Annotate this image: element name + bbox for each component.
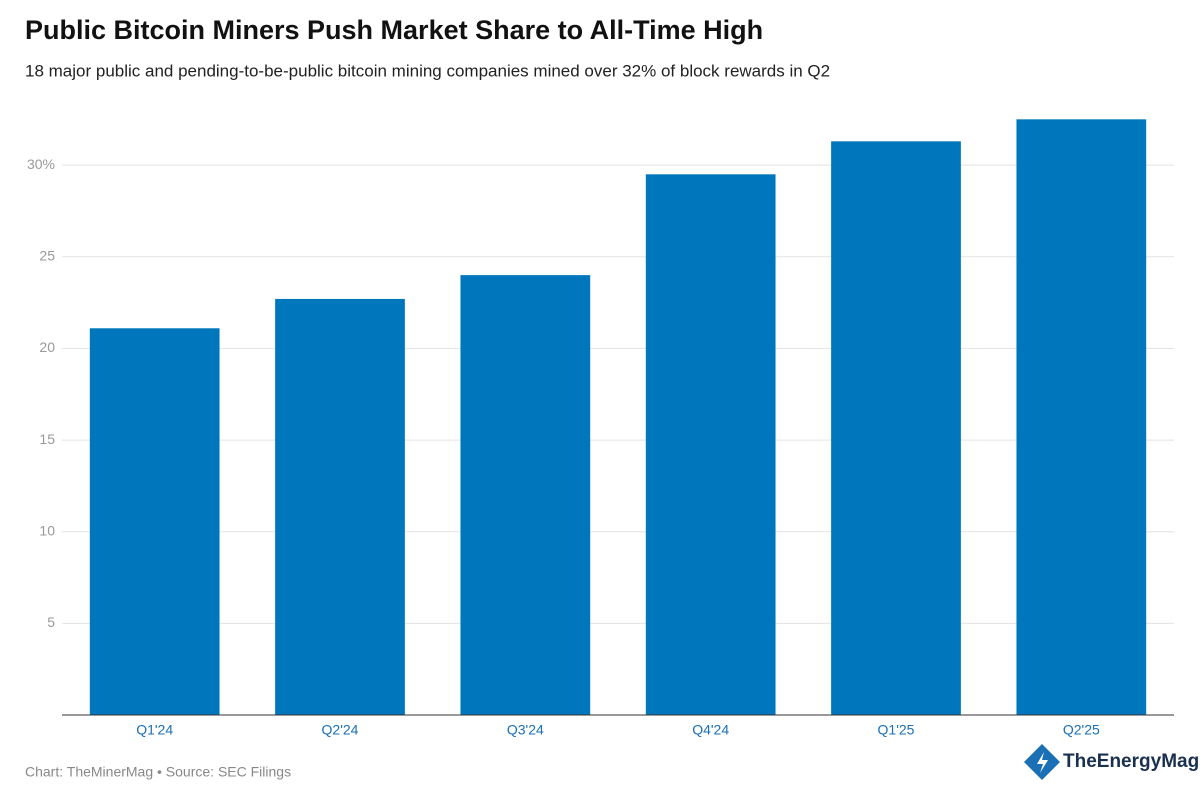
- x-tick-label: Q4'24: [692, 722, 729, 738]
- x-tick-label: Q2'25: [1063, 722, 1100, 738]
- y-tick-label: 30%: [27, 156, 55, 172]
- y-tick-label: 5: [47, 614, 55, 630]
- logo: TheEnergyMag: [1024, 744, 1199, 780]
- chart-title: Public Bitcoin Miners Push Market Share …: [25, 15, 763, 45]
- y-tick-label: 10: [39, 522, 55, 538]
- bar: [89, 328, 220, 715]
- bar: [275, 298, 405, 715]
- bar: [645, 174, 776, 716]
- chart-subtitle: 18 major public and pending-to-be-public…: [25, 61, 830, 80]
- y-tick-label: 20: [39, 339, 55, 355]
- bar: [1016, 119, 1147, 715]
- y-tick-label: 25: [39, 247, 55, 263]
- x-tick-label: Q3'24: [507, 722, 544, 738]
- source-note: Chart: TheMinerMag • Source: SEC Filings: [25, 764, 291, 780]
- x-tick-label: Q1'24: [136, 722, 173, 738]
- bar: [831, 141, 961, 715]
- x-tick-label: Q2'24: [322, 722, 359, 738]
- logo-text: TheEnergyMag: [1063, 751, 1199, 772]
- x-tick-label: Q1'25: [878, 722, 915, 738]
- y-tick-label: 15: [39, 431, 55, 447]
- logo-bolt: [1037, 752, 1048, 773]
- bar: [460, 275, 591, 715]
